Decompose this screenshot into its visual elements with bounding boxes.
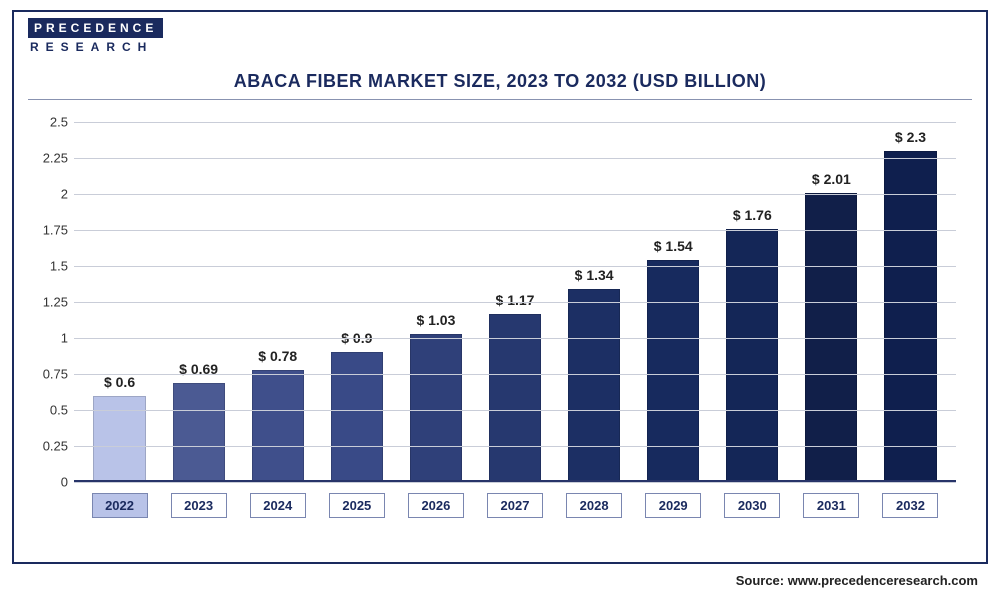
bar: [884, 151, 936, 482]
bar: [173, 383, 225, 482]
y-tick-label: 1.75: [34, 223, 68, 238]
x-tick-label: 2023: [171, 493, 227, 518]
x-tick-label: 2031: [803, 493, 859, 518]
grid-line: [74, 446, 956, 447]
x-label-wrap: 2025: [317, 493, 396, 518]
y-tick-label: 1.25: [34, 295, 68, 310]
bar: [410, 334, 462, 482]
bar-value-label: $ 0.6: [104, 374, 135, 390]
y-tick-label: 2.25: [34, 151, 68, 166]
x-label-wrap: 2028: [555, 493, 634, 518]
grid-line: [74, 158, 956, 159]
bar-value-label: $ 1.03: [416, 312, 455, 328]
x-tick-label: 2029: [645, 493, 701, 518]
x-tick-label: 2025: [329, 493, 385, 518]
y-tick-label: 0.75: [34, 367, 68, 382]
bar: [252, 370, 304, 482]
x-label-wrap: 2030: [713, 493, 792, 518]
x-label-wrap: 2023: [159, 493, 238, 518]
x-label-wrap: 2026: [396, 493, 475, 518]
x-tick-label: 2026: [408, 493, 464, 518]
bar-value-label: $ 1.34: [575, 267, 614, 283]
bar: [93, 396, 145, 482]
x-label-wrap: 2022: [80, 493, 159, 518]
bar-value-label: $ 2.01: [812, 171, 851, 187]
grid-line: [74, 374, 956, 375]
bar-value-label: $ 0.78: [258, 348, 297, 364]
grid-line: [74, 194, 956, 195]
bar-value-label: $ 2.3: [895, 129, 926, 145]
bar-value-label: $ 1.76: [733, 207, 772, 223]
x-label-wrap: 2024: [238, 493, 317, 518]
bar: [647, 260, 699, 482]
x-tick-label: 2024: [250, 493, 306, 518]
logo: PRECEDENCE RESEARCH: [28, 18, 163, 54]
y-tick-label: 1: [34, 331, 68, 346]
bar-value-label: $ 1.17: [496, 292, 535, 308]
x-label-wrap: 2032: [871, 493, 950, 518]
grid-line: [74, 482, 956, 483]
x-tick-label: 2027: [487, 493, 543, 518]
source-label: Source: www.precedenceresearch.com: [736, 573, 978, 588]
x-label-wrap: 2029: [634, 493, 713, 518]
x-tick-label: 2030: [724, 493, 780, 518]
grid-line: [74, 122, 956, 123]
chart-title-wrap: ABACA FIBER MARKET SIZE, 2023 TO 2032 (U…: [28, 64, 972, 100]
x-axis: 2022 2023 2024 2025 2026 2027 2028 2029 2030 2031…: [74, 493, 956, 518]
grid-line: [74, 410, 956, 411]
x-tick-label: 2028: [566, 493, 622, 518]
y-tick-label: 0.25: [34, 439, 68, 454]
x-label-wrap: 2031: [792, 493, 871, 518]
chart-title: ABACA FIBER MARKET SIZE, 2023 TO 2032 (U…: [234, 71, 767, 92]
grid-line: [74, 302, 956, 303]
x-tick-label: 2032: [882, 493, 938, 518]
logo-line2: RESEARCH: [28, 38, 163, 54]
logo-line1: PRECEDENCE: [28, 18, 163, 38]
y-tick-label: 2: [34, 187, 68, 202]
y-tick-label: 2.5: [34, 115, 68, 130]
y-tick-label: 0.5: [34, 403, 68, 418]
x-label-wrap: 2027: [475, 493, 554, 518]
y-tick-label: 0: [34, 475, 68, 490]
grid-line: [74, 230, 956, 231]
y-tick-label: 1.5: [34, 259, 68, 274]
plot-area: $ 0.6$ 0.69$ 0.78$ 0.9$ 1.03$ 1.17$ 1.34…: [74, 122, 956, 482]
bar: [568, 289, 620, 482]
grid-line: [74, 266, 956, 267]
bar-value-label: $ 1.54: [654, 238, 693, 254]
grid-line: [74, 338, 956, 339]
chart-frame: ABACA FIBER MARKET SIZE, 2023 TO 2032 (U…: [12, 10, 988, 564]
x-tick-label: 2022: [92, 493, 148, 518]
bar: [331, 352, 383, 482]
